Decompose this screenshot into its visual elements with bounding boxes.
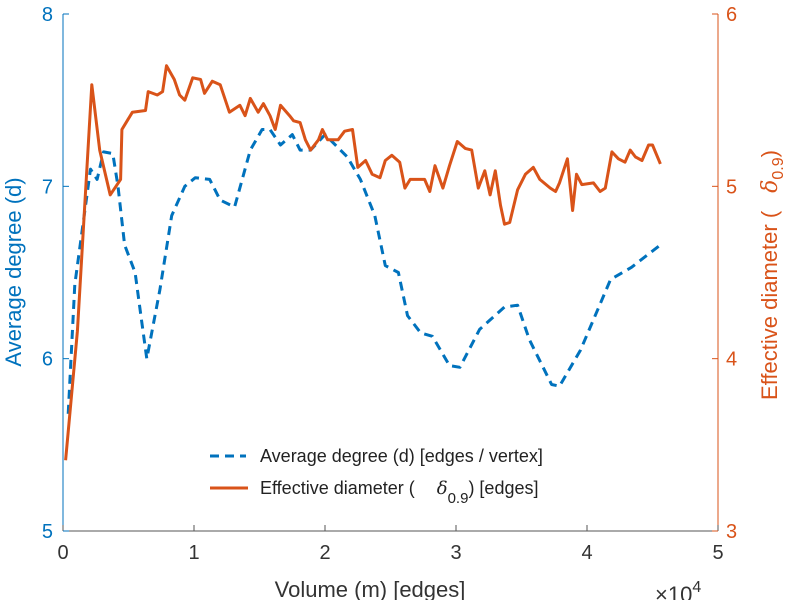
right-y-tick-label: 3	[726, 521, 737, 543]
legend: Average degree (d) [edges / vertex] Effe…	[210, 446, 543, 507]
right-y-label-symbol: δ	[758, 180, 783, 193]
left-y-tick-label: 8	[42, 4, 53, 26]
left-y-tick-label: 5	[42, 521, 53, 543]
legend-label-sub: 0.9	[448, 490, 469, 507]
right-y-tick-label: 5	[726, 176, 737, 198]
x-multiplier: ×104	[655, 579, 701, 600]
x-axis-label: Volume (m) [edges]	[275, 577, 466, 600]
axes	[62, 14, 719, 532]
right-y-label-sub: 0.9	[770, 157, 787, 179]
x-tick-label: 4	[581, 542, 592, 564]
right-y-tick-label: 6	[726, 4, 737, 26]
x-multiplier-base: ×10	[655, 582, 692, 600]
effective-diameter-line	[64, 64, 662, 461]
right-y-tick-label: 4	[726, 349, 737, 371]
x-multiplier-exponent: 4	[692, 579, 701, 596]
right-y-label-suffix: )	[757, 150, 782, 157]
left-y-tick-label: 7	[42, 176, 53, 198]
ticks: 0 1 2 3 4 5 5 6 7 8 3 4 5 6	[42, 4, 737, 564]
legend-label-suffix: ) [edges]	[468, 478, 538, 498]
series	[64, 64, 662, 461]
x-tick-label: 1	[188, 542, 199, 564]
x-tick-label: 0	[57, 542, 68, 564]
x-tick-label: 2	[319, 542, 330, 564]
x-tick-label: 3	[450, 542, 461, 564]
legend-label-symbol: δ	[437, 478, 448, 499]
left-y-axis-label: Average degree (d)	[1, 177, 26, 366]
legend-label-prefix: Effective diameter (	[260, 478, 415, 498]
right-y-label-prefix: Effective diameter (	[757, 210, 782, 400]
left-y-tick-label: 6	[42, 349, 53, 371]
legend-label-average-degree: Average degree (d) [edges / vertex]	[260, 446, 543, 466]
average-degree-line	[66, 128, 662, 414]
right-y-axis-label: Effective diameter ( δ0.9)	[757, 150, 787, 400]
x-tick-label: 5	[712, 542, 723, 564]
legend-label-effective-diameter: Effective diameter ( δ0.9) [edges]	[260, 478, 538, 507]
